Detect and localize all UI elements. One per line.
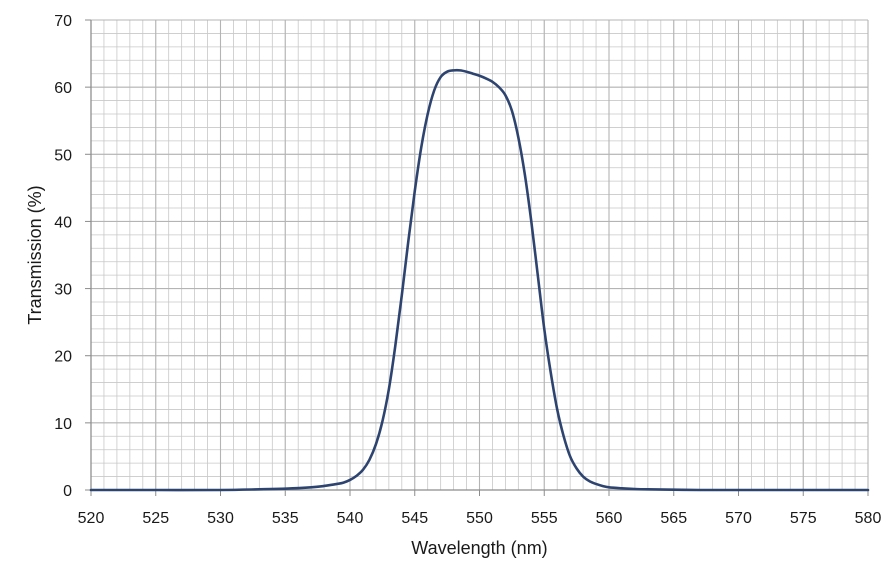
- x-tick-label: 560: [596, 510, 623, 527]
- transmission-curve: [89, 68, 870, 492]
- y-tick-label: 0: [63, 483, 72, 500]
- y-tick-label: 20: [54, 349, 72, 366]
- x-tick-label: 550: [466, 510, 493, 527]
- y-axis-title: Transmission (%): [25, 185, 45, 324]
- y-tick-labels: 0 10 20 30 40 50 60 70: [54, 13, 91, 500]
- x-tick-label: 575: [790, 510, 817, 527]
- y-tick-label: 10: [54, 416, 72, 433]
- x-tick-label: 565: [660, 510, 687, 527]
- x-tick-label: 540: [337, 510, 364, 527]
- x-axis-title: Wavelength (nm): [411, 538, 547, 558]
- y-tick-label: 50: [54, 147, 72, 164]
- y-tick-label: 30: [54, 282, 72, 299]
- x-tick-label: 530: [207, 510, 234, 527]
- x-tick-label: 535: [272, 510, 299, 527]
- x-tick-label: 525: [142, 510, 169, 527]
- y-tick-label: 60: [54, 80, 72, 97]
- y-tick-label: 40: [54, 214, 72, 231]
- x-tick-label: 580: [855, 510, 882, 527]
- x-tick-label: 545: [401, 510, 428, 527]
- x-tick-labels: 520 525 530 535 540 545 550 555 560 565 570 575 580: [78, 490, 882, 527]
- x-tick-label: 570: [725, 510, 752, 527]
- y-tick-label: 70: [54, 13, 72, 30]
- x-tick-label: 520: [78, 510, 105, 527]
- x-tick-label: 555: [531, 510, 558, 527]
